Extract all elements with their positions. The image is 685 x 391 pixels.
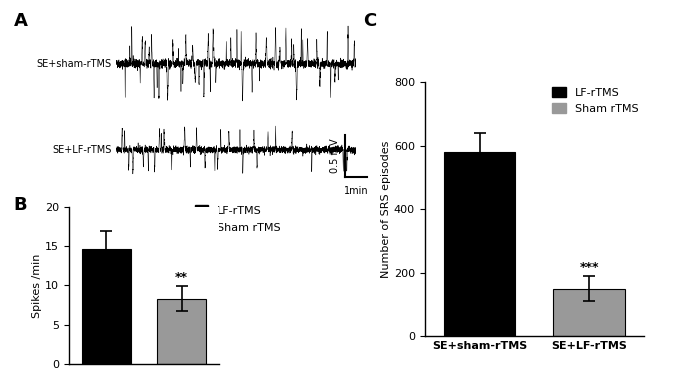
Text: 0.5 mV: 0.5 mV	[329, 139, 340, 173]
Y-axis label: Spikes /min: Spikes /min	[32, 253, 42, 317]
Text: B: B	[14, 196, 27, 213]
Text: 1min: 1min	[344, 186, 369, 196]
Text: **: **	[175, 271, 188, 284]
Text: SE+sham-rTMS: SE+sham-rTMS	[36, 59, 112, 69]
Legend: LF-rTMS, Sham rTMS: LF-rTMS, Sham rTMS	[190, 201, 285, 237]
Bar	[553, 289, 625, 336]
Text: ***: ***	[580, 261, 599, 274]
Text: C: C	[363, 12, 376, 30]
Text: SE+LF-rTMS: SE+LF-rTMS	[52, 145, 112, 155]
Bar	[157, 299, 206, 364]
Text: A: A	[14, 12, 27, 30]
Legend: LF-rTMS, Sham rTMS: LF-rTMS, Sham rTMS	[548, 83, 643, 118]
Bar	[444, 152, 515, 336]
Y-axis label: Number of SRS episodes: Number of SRS episodes	[381, 140, 391, 278]
Bar	[82, 249, 131, 364]
